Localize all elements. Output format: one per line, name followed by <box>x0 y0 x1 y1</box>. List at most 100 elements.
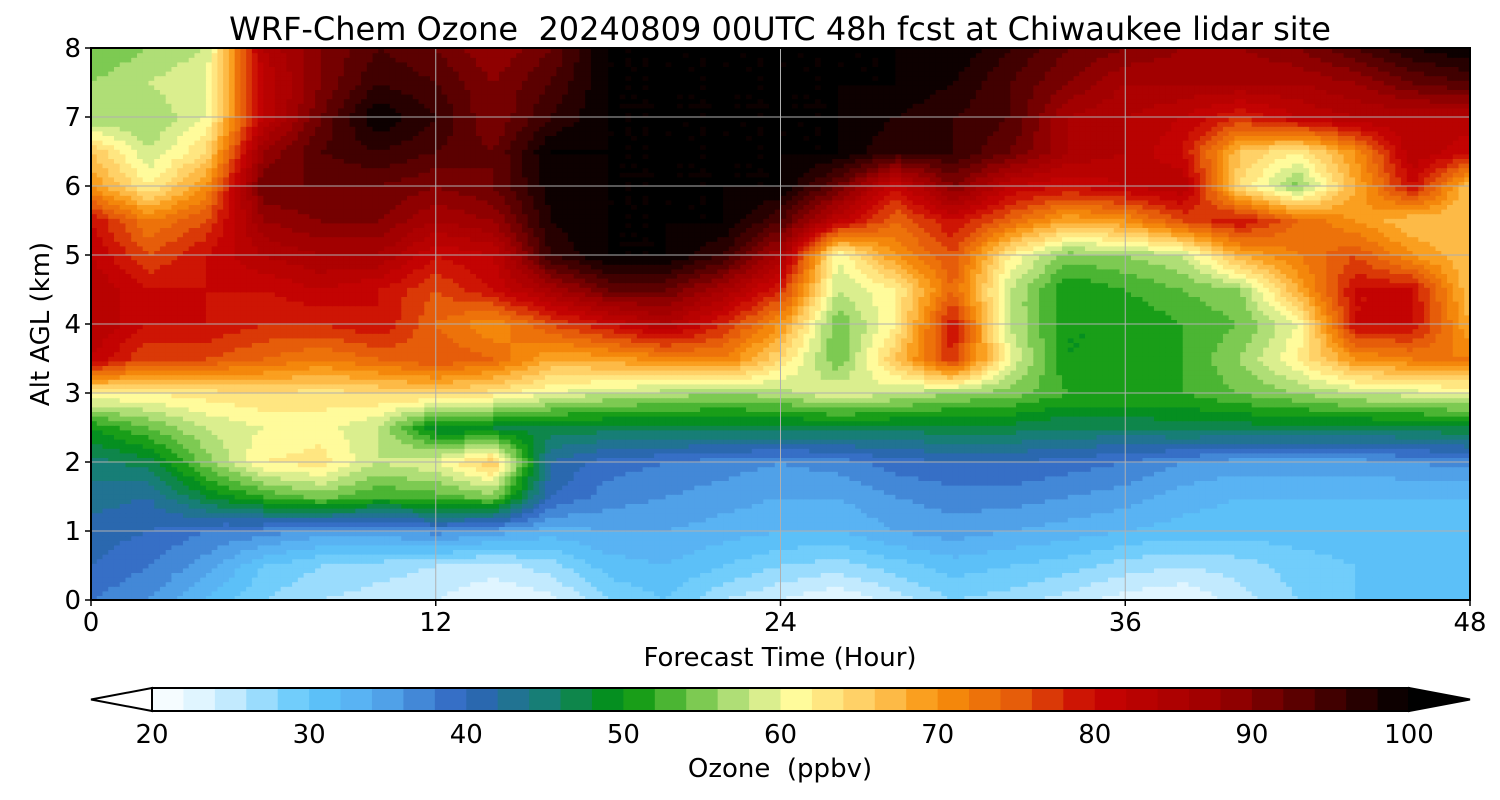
heatmap-cell <box>447 517 454 523</box>
heatmap-cell <box>119 595 127 600</box>
heatmap-cell <box>786 590 793 596</box>
heatmap-cell <box>1205 531 1213 537</box>
heatmap-cell <box>860 531 868 537</box>
heatmap-cell <box>424 512 431 518</box>
heatmap-cell <box>596 595 603 600</box>
heatmap-cell <box>757 535 764 541</box>
heatmap-cell <box>263 586 270 592</box>
heatmap-cell <box>320 517 328 523</box>
heatmap-cell <box>1458 572 1465 578</box>
heatmap-cell <box>544 567 552 573</box>
heatmap-cell <box>1441 558 1448 564</box>
heatmap-cell <box>929 526 937 532</box>
heatmap-cell <box>1085 586 1092 592</box>
heatmap-cell <box>1228 521 1236 527</box>
heatmap-cell <box>1182 586 1190 592</box>
heatmap-cell <box>1257 567 1264 573</box>
heatmap-cell <box>734 540 741 546</box>
heatmap-cell <box>677 526 684 532</box>
heatmap-cell <box>165 595 173 600</box>
heatmap-cell <box>125 508 132 514</box>
heatmap-cell <box>269 586 276 592</box>
heatmap-cell <box>1142 540 1149 546</box>
heatmap-cell <box>326 554 333 560</box>
heatmap-cell <box>1383 512 1391 518</box>
heatmap-cell <box>1406 595 1414 600</box>
heatmap-cell <box>355 572 362 578</box>
heatmap-cell <box>1039 586 1046 592</box>
heatmap-cell <box>740 572 747 578</box>
heatmap-cell <box>407 503 414 509</box>
heatmap-cell <box>1303 544 1310 550</box>
heatmap-cell <box>820 567 828 573</box>
heatmap-cell <box>694 508 701 514</box>
heatmap-cell <box>211 540 219 546</box>
heatmap-cell <box>556 590 563 596</box>
heatmap-cell <box>470 586 477 592</box>
heatmap-cell <box>1159 549 1167 555</box>
heatmap-cell <box>1050 535 1057 541</box>
heatmap-cell <box>1447 526 1454 532</box>
heatmap-cell <box>384 581 391 587</box>
heatmap-cell <box>901 526 908 532</box>
heatmap-cell <box>1079 517 1086 523</box>
heatmap-cell <box>596 526 603 532</box>
heatmap-cell <box>332 590 339 596</box>
heatmap-cell <box>613 503 621 509</box>
heatmap-cell <box>96 567 104 573</box>
heatmap-cell <box>688 554 695 560</box>
heatmap-cell <box>860 512 868 518</box>
heatmap-cell <box>269 572 276 578</box>
heatmap-cell <box>1073 521 1080 527</box>
heatmap-cell <box>843 595 851 600</box>
heatmap-cell <box>91 517 98 523</box>
heatmap-cell <box>1171 512 1178 518</box>
heatmap-cell <box>596 577 603 583</box>
heatmap-cell <box>648 586 655 592</box>
heatmap-cell <box>567 549 575 555</box>
heatmap-cell <box>573 512 580 518</box>
heatmap-cell <box>510 567 517 573</box>
heatmap-cell <box>504 508 512 514</box>
heatmap-cell <box>504 554 512 560</box>
heatmap-cell <box>366 517 374 523</box>
heatmap-cell <box>487 567 494 573</box>
heatmap-cell <box>292 581 299 587</box>
heatmap-cell <box>504 512 512 518</box>
heatmap-cell <box>136 554 144 560</box>
heatmap-cell <box>533 517 540 523</box>
heatmap-cell <box>452 508 460 514</box>
heatmap-cell <box>1004 572 1011 578</box>
heatmap-cell <box>1286 586 1293 592</box>
heatmap-cell <box>567 531 575 537</box>
heatmap-cell <box>906 554 914 560</box>
heatmap-cell <box>280 544 287 550</box>
heatmap-cell <box>1245 512 1253 518</box>
heatmap-cell <box>372 549 379 555</box>
heatmap-cell <box>688 535 695 541</box>
heatmap-cell <box>832 544 839 550</box>
heatmap-cell <box>1159 521 1167 527</box>
heatmap-cell <box>1268 554 1276 560</box>
heatmap-cell <box>1027 531 1034 537</box>
heatmap-cell <box>251 563 259 569</box>
heatmap-cell <box>447 544 454 550</box>
heatmap-cell <box>717 563 724 569</box>
heatmap-cell <box>688 517 695 523</box>
heatmap-cell <box>401 567 408 573</box>
heatmap-cell <box>746 535 753 541</box>
heatmap-cell <box>361 567 368 573</box>
heatmap-cell <box>625 512 632 518</box>
heatmap-cell <box>1240 508 1247 514</box>
heatmap-cell <box>1412 572 1419 578</box>
heatmap-cell <box>240 549 247 555</box>
heatmap-cell <box>935 521 942 527</box>
heatmap-cell <box>1263 531 1270 537</box>
heatmap-cell <box>292 526 299 532</box>
heatmap-cell <box>562 554 569 560</box>
heatmap-cell <box>1113 549 1121 555</box>
heatmap-cell <box>964 586 971 592</box>
heatmap-cell <box>952 540 960 546</box>
heatmap-cell <box>1435 554 1442 560</box>
heatmap-cell <box>1234 558 1241 564</box>
